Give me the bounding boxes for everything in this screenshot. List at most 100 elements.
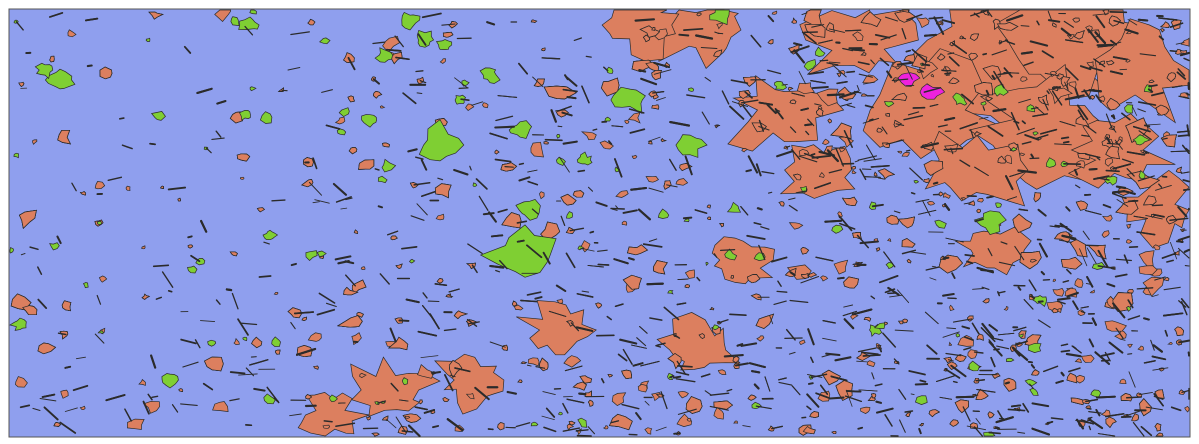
orange-patch	[707, 216, 711, 220]
outline-stroke	[1097, 44, 1114, 48]
orange-patch	[918, 423, 924, 427]
orange-patch	[18, 209, 37, 230]
outline-stroke	[629, 128, 646, 134]
outline-stroke	[419, 80, 427, 84]
green-patch	[401, 11, 421, 31]
orange-patch	[601, 9, 680, 62]
orange-patch	[897, 150, 903, 154]
outline-stroke	[59, 421, 77, 434]
outline-stroke	[1066, 268, 1072, 275]
outline-stroke	[742, 105, 752, 118]
outline-stroke	[843, 304, 854, 308]
outline-stroke	[718, 319, 729, 324]
outline-stroke	[543, 426, 557, 433]
outline-stroke	[1046, 420, 1054, 425]
orange-patch	[379, 105, 386, 109]
outline-stroke	[675, 371, 690, 376]
outline-stroke	[1031, 402, 1050, 408]
outline-stroke	[1021, 141, 1032, 145]
outline-stroke	[663, 306, 680, 321]
outline-stroke	[532, 76, 544, 88]
outline-stroke	[231, 292, 239, 310]
outline-stroke	[1077, 109, 1085, 121]
outline-stroke	[929, 103, 939, 107]
outline-stroke	[1072, 300, 1079, 311]
orange-patch	[1069, 239, 1088, 258]
orange-patch	[895, 65, 900, 70]
outline-stroke	[669, 158, 677, 171]
outline-stroke	[595, 201, 608, 207]
orange-patch	[997, 155, 1007, 164]
outline-stroke	[879, 57, 890, 67]
outline-stroke	[826, 62, 839, 66]
outline-stroke	[804, 123, 813, 127]
orange-patch	[1174, 326, 1184, 336]
outline-stroke	[499, 259, 508, 270]
orange-patch	[1075, 200, 1088, 211]
orange-patch	[948, 77, 960, 84]
outline-stroke	[615, 205, 619, 210]
green-patch	[161, 373, 179, 389]
outline-stroke	[190, 254, 201, 263]
outline-stroke	[15, 21, 24, 31]
outline-stroke	[239, 322, 258, 326]
outline-stroke	[1006, 41, 1016, 45]
orange-patch	[1052, 22, 1057, 28]
outline-stroke	[859, 240, 879, 245]
outline-stroke	[1163, 286, 1181, 291]
outline-stroke	[649, 317, 663, 321]
orange-patch	[851, 169, 857, 174]
outline-stroke	[846, 70, 856, 74]
orange-patch	[347, 95, 355, 103]
outline-stroke	[858, 389, 878, 392]
orange-patch	[356, 312, 364, 318]
outline-stroke	[1084, 209, 1102, 216]
outline-stroke	[565, 76, 578, 87]
outline-stroke	[870, 59, 875, 65]
outline-stroke	[732, 101, 748, 107]
outline-stroke	[907, 111, 920, 116]
orange-patch	[436, 278, 444, 284]
green-patch	[207, 339, 217, 347]
outline-stroke	[684, 155, 693, 176]
outline-stroke	[959, 159, 971, 167]
outline-stroke	[394, 35, 404, 48]
outline-stroke	[161, 271, 174, 288]
orange-patch	[595, 302, 603, 309]
orange-patch	[627, 244, 649, 256]
outline-stroke	[770, 256, 788, 263]
orange-patch	[713, 406, 724, 420]
green-patch	[994, 84, 1009, 97]
orange-patch	[516, 300, 597, 356]
orange-patch	[1155, 432, 1164, 437]
orange-patch	[807, 272, 817, 278]
outline-stroke	[142, 400, 150, 415]
outline-stroke	[1032, 113, 1049, 117]
outline-stroke	[991, 337, 1004, 341]
outline-stroke	[648, 238, 658, 242]
orange-patch	[319, 255, 324, 259]
orange-patch	[741, 148, 749, 153]
orange-patch	[1077, 309, 1086, 316]
orange-patch	[607, 373, 614, 378]
outline-stroke	[1111, 190, 1126, 194]
orange-patch	[1105, 145, 1120, 160]
outline-stroke	[942, 331, 960, 338]
outline-stroke	[182, 361, 199, 368]
outline-stroke	[290, 262, 297, 267]
outline-stroke	[621, 403, 640, 410]
outline-stroke	[878, 346, 883, 353]
orange-patch	[1073, 30, 1085, 40]
outline-stroke	[1018, 98, 1031, 104]
outline-stroke	[628, 108, 645, 114]
outline-stroke	[1016, 127, 1035, 135]
outline-stroke	[638, 69, 647, 73]
orange-patch	[891, 92, 908, 101]
outline-stroke	[998, 261, 1016, 267]
outline-stroke	[401, 246, 418, 250]
outline-stroke	[669, 375, 675, 379]
outline-stroke	[1132, 106, 1138, 116]
outline-stroke	[566, 96, 577, 100]
